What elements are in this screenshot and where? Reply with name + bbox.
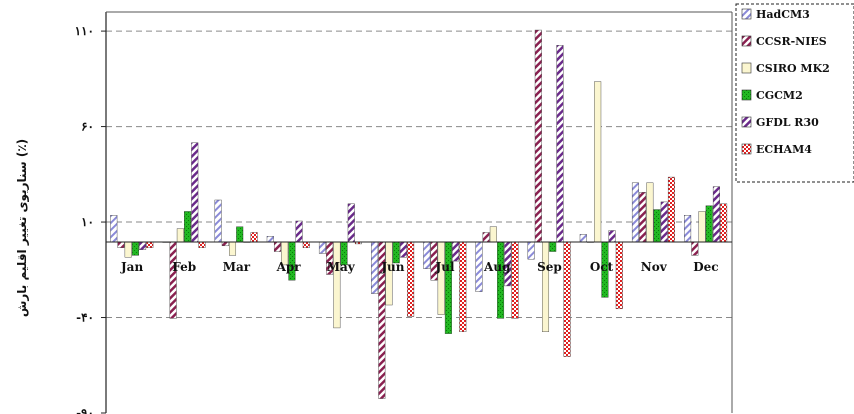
bar-apr-4 <box>295 220 303 243</box>
bar-dec-3 <box>705 205 713 243</box>
x-tick-label: Nov <box>641 260 668 274</box>
bar-sep-2 <box>542 241 550 332</box>
y-tick-label: -۹۰ <box>76 406 94 414</box>
y-tick-label: ۱۰ <box>81 215 94 229</box>
bar-nov-3 <box>653 209 661 243</box>
bar-oct-5 <box>615 241 623 310</box>
x-tick-label: Mar <box>223 260 251 274</box>
bar-sep-1 <box>534 29 542 243</box>
bar-nov-4 <box>660 201 668 243</box>
y-tick-label: ۶۰ <box>81 120 94 134</box>
x-tick-label: Jun <box>380 260 404 274</box>
bar-oct-4 <box>608 230 616 243</box>
x-tick-label: Apr <box>276 260 302 274</box>
bar-mar-2 <box>229 241 237 256</box>
legend-label: HadCM3 <box>756 8 810 21</box>
bar-aug-3 <box>497 241 505 319</box>
bar-aug-0 <box>475 241 483 292</box>
bar-mar-5 <box>250 232 258 243</box>
y-axis-title: سناریوی تغییر اقلیم بارش (٪) <box>15 139 30 317</box>
x-tick-label: Oct <box>590 260 614 274</box>
month-labels: Jan Feb Mar Apr May Jun Jul Aug Sep Oct Nov Dec <box>120 260 719 274</box>
bar-mar-3 <box>236 226 244 243</box>
bar-apr-1 <box>273 241 281 252</box>
x-tick-label: Sep <box>537 260 562 274</box>
bar-may-4 <box>347 203 355 243</box>
y-tick-label: -۴۰ <box>76 311 94 325</box>
legend-swatch <box>741 62 752 74</box>
bar-dec-1 <box>691 241 699 256</box>
legend-swatch <box>741 35 752 47</box>
bar-may-2 <box>333 241 341 329</box>
x-tick-label: Jan <box>120 260 143 274</box>
gridlines <box>106 30 732 319</box>
bar-nov-2 <box>646 182 654 243</box>
legend-label: CGCM2 <box>756 89 803 102</box>
bar-feb-1 <box>169 241 177 319</box>
bar-nov-1 <box>639 192 647 243</box>
bar-jan-4 <box>139 241 147 250</box>
bar-dec-2 <box>698 211 706 243</box>
axes <box>101 11 733 414</box>
bar-jan-0 <box>110 215 118 243</box>
bar-mar-1 <box>221 241 229 247</box>
x-tick-label: Dec <box>693 260 718 274</box>
legend-swatch <box>741 8 752 20</box>
bar-aug-2 <box>489 226 497 243</box>
legend-label: GFDL R30 <box>756 116 819 129</box>
bar-jul-3 <box>444 241 452 334</box>
bar-feb-2 <box>176 228 184 243</box>
legend-swatch <box>741 143 752 155</box>
bar-jun-4 <box>399 241 407 258</box>
bar-jul-0 <box>423 241 431 269</box>
bar-jun-5 <box>407 241 415 317</box>
bar-oct-0 <box>579 234 587 243</box>
bars <box>110 29 728 399</box>
bar-jul-4 <box>452 241 460 262</box>
bar-sep-0 <box>527 241 535 260</box>
bar-jan-5 <box>146 241 154 248</box>
legend-swatch <box>741 116 752 128</box>
x-tick-label: May <box>327 260 356 274</box>
legend-label: CSIRO MK2 <box>756 62 830 75</box>
bar-jan-3 <box>131 241 139 256</box>
bar-sep-3 <box>549 241 557 252</box>
bar-jul-5 <box>459 241 467 332</box>
bar-apr-0 <box>266 236 274 243</box>
bar-jun-0 <box>371 241 379 294</box>
bar-may-0 <box>318 241 326 254</box>
bar-sep-5 <box>563 241 571 357</box>
bar-feb-4 <box>191 142 199 243</box>
y-tick-labels: ۱۱۰ ۶۰ ۱۰ -۴۰ -۹۰ <box>75 24 94 414</box>
legend-label: CCSR-NIES <box>756 35 827 48</box>
bar-jul-2 <box>437 241 445 315</box>
bar-dec-4 <box>712 186 720 243</box>
bar-aug-5 <box>511 241 519 319</box>
bar-oct-2 <box>594 81 602 243</box>
x-tick-label: Feb <box>172 260 196 274</box>
legend: HadCM3 CCSR-NIES CSIRO MK2 CGCM2 GFDL R30 ECH… <box>735 3 854 183</box>
bar-feb-3 <box>184 211 192 243</box>
bar-nov-0 <box>631 182 639 243</box>
bar-dec-0 <box>684 215 692 243</box>
x-tick-label: Jul <box>435 260 455 274</box>
bar-jan-1 <box>117 241 125 248</box>
x-tick-label: Aug <box>483 260 511 274</box>
bar-jan-2 <box>124 241 132 258</box>
bar-aug-1 <box>482 232 490 243</box>
y-tick-label: ۱۱۰ <box>75 24 94 38</box>
bar-dec-5 <box>720 203 728 243</box>
bar-sep-4 <box>556 45 564 243</box>
bar-feb-5 <box>198 241 206 248</box>
bar-nov-5 <box>667 176 675 243</box>
legend-label: ECHAM4 <box>756 143 812 156</box>
legend-box <box>735 3 854 183</box>
legend-swatch <box>741 89 752 101</box>
bar-apr-5 <box>302 241 310 248</box>
bar-mar-0 <box>214 199 222 243</box>
